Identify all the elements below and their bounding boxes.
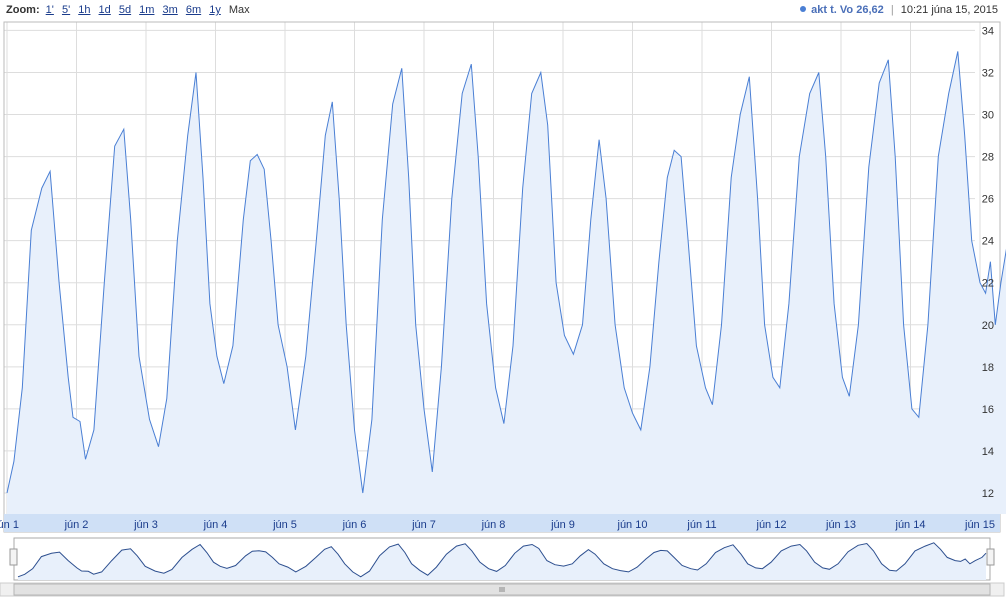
zoom-option-1h[interactable]: 1h <box>78 4 91 16</box>
zoom-option-6m[interactable]: 6m <box>185 4 202 16</box>
y-tick-label: 26 <box>982 194 994 206</box>
current-status: akt t. Vo 26,62 | 10:21 júna 15, 2015 <box>800 4 998 16</box>
y-axis-ticks: 12 14 16 18 20 22 24 26 28 30 32 34 <box>982 25 994 500</box>
zoom-option-1m[interactable]: 1m <box>139 4 155 16</box>
series-label: akt t. Vo <box>811 4 854 16</box>
x-tick-label: jún 11 <box>686 519 716 531</box>
y-tick-label: 28 <box>982 152 994 164</box>
y-tick-label: 34 <box>982 25 994 37</box>
y-tick-label: 32 <box>982 67 994 79</box>
x-tick-label: jún 15 <box>964 519 995 531</box>
navigator-line <box>17 542 987 578</box>
current-value: 26,62 <box>856 4 884 16</box>
navigator-handle-left[interactable] <box>9 548 18 566</box>
x-tick-label: jún 3 <box>133 519 158 531</box>
y-tick-label: 24 <box>982 236 994 248</box>
y-tick-label: 20 <box>982 320 994 332</box>
x-tick-label: jún 12 <box>756 519 787 531</box>
y-tick-label: 16 <box>982 404 994 416</box>
status-separator: | <box>890 4 894 16</box>
timestamp: 10:21 júna 15, 2015 <box>900 4 998 16</box>
y-tick-label: 30 <box>982 110 994 122</box>
temperature-line <box>6 51 1006 494</box>
x-tick-label: jún 9 <box>550 519 575 531</box>
x-tick-label: jún 13 <box>825 519 856 531</box>
navigator-handle-right[interactable] <box>986 548 995 566</box>
navigator-area <box>18 542 986 580</box>
x-tick-label: jún 7 <box>411 519 436 531</box>
x-tick-label: jún 6 <box>342 519 367 531</box>
x-tick-label: jún 10 <box>617 519 648 531</box>
zoom-label: Zoom: <box>6 4 40 16</box>
zoom-option-5min[interactable]: 5' <box>61 4 71 16</box>
y-tick-label: 22 <box>982 278 994 290</box>
chart-toolbar: Zoom: 1' 5' 1h 1d 5d 1m 3m 6m 1y Max akt… <box>0 0 1006 22</box>
zoom-option-5d[interactable]: 5d <box>118 4 132 16</box>
zoom-option-1min[interactable]: 1' <box>45 4 54 16</box>
x-axis-band <box>4 514 1000 532</box>
x-tick-label: jún 4 <box>203 519 228 531</box>
series-marker-icon <box>800 6 807 13</box>
x-tick-label: jún 14 <box>895 519 926 531</box>
temperature-area <box>7 51 1006 514</box>
y-tick-label: 14 <box>982 446 994 458</box>
zoom-option-1d[interactable]: 1d <box>98 4 111 16</box>
zoom-option-1y[interactable]: 1y <box>209 4 221 16</box>
y-tick-label: 18 <box>982 362 994 374</box>
x-tick-label: jún 1 <box>0 519 19 531</box>
x-axis-ticks: jún 1 jún 2 jún 3 jún 4 jún 5 jún 6 jún 7 jún 8… <box>0 519 995 531</box>
y-tick-label: 12 <box>982 488 994 500</box>
x-tick-label: jún 5 <box>272 519 297 531</box>
x-tick-label: jún 8 <box>481 519 506 531</box>
x-tick-label: jún 2 <box>64 519 89 531</box>
zoom-option-max[interactable]: Max <box>228 4 250 16</box>
scrollbar-grip-icon <box>499 587 505 592</box>
zoom-controls: Zoom: 1' 5' 1h 1d 5d 1m 3m 6m 1y Max <box>6 4 255 16</box>
zoom-option-3m[interactable]: 3m <box>162 4 178 16</box>
